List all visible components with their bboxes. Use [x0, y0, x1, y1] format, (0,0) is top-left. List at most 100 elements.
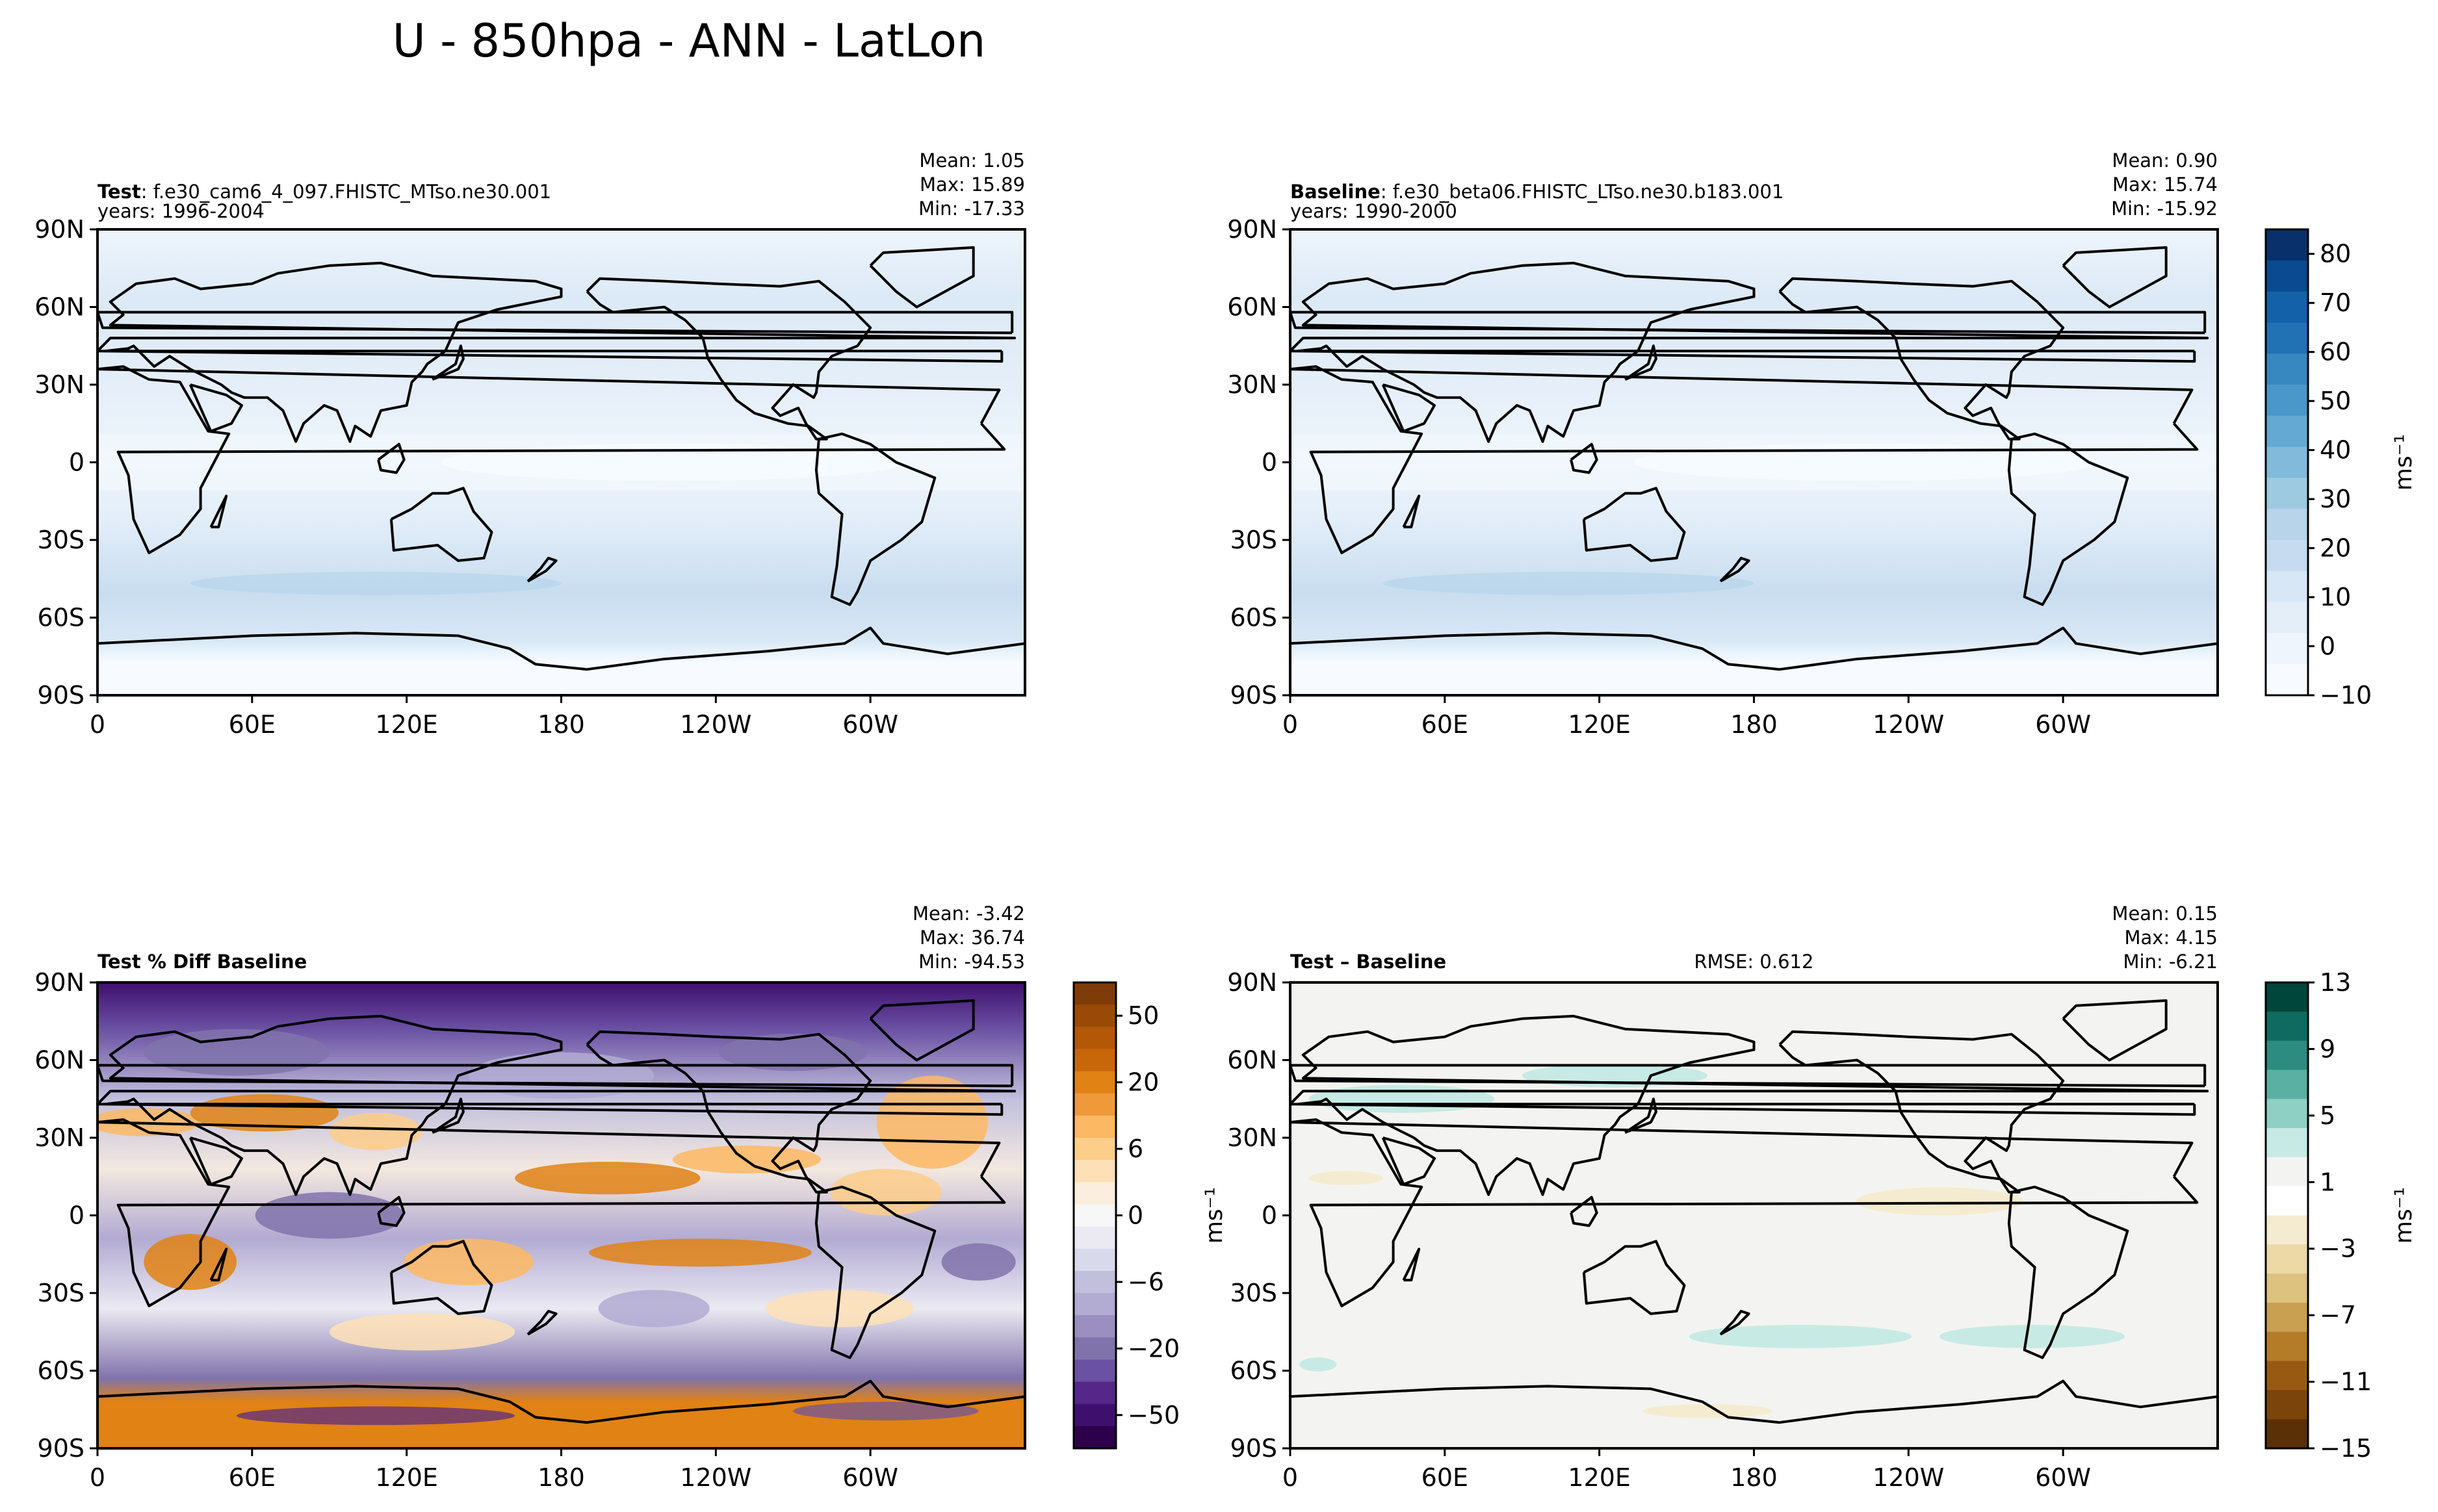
- colorbar-segment: [2266, 322, 2308, 354]
- field-fill: [1290, 982, 2218, 1448]
- coastline: [1290, 365, 2199, 554]
- lon-tick-label: 60W: [842, 1463, 898, 1492]
- lon-tick-label: 120W: [680, 1463, 751, 1492]
- colorbar-segment: [1074, 1071, 1116, 1094]
- lon-tick-label: 180: [538, 1463, 585, 1492]
- panel-stat: Max: 4.15: [2124, 927, 2218, 949]
- lon-tick-label: 0: [90, 710, 105, 739]
- colorbar-segment: [2266, 229, 2308, 261]
- colorbar-tick-label: 6: [1128, 1134, 1143, 1163]
- lat-tick-label: 60S: [38, 604, 84, 632]
- coastline: [1381, 383, 1436, 433]
- colorbar-segment: [1074, 1027, 1116, 1049]
- lat-tick-label: 60N: [1227, 293, 1277, 322]
- panel-stat: Mean: 0.15: [2112, 903, 2218, 925]
- colorbar-segment: [2266, 982, 2308, 1012]
- colorbar-tick-label: 70: [2320, 288, 2351, 317]
- lon-tick-label: 0: [1282, 1463, 1298, 1492]
- coastline: [188, 1136, 243, 1186]
- colorbar-tick-label: −11: [2320, 1368, 2372, 1396]
- colorbar-segment: [1074, 1204, 1116, 1227]
- lat-tick-label: 60N: [34, 293, 84, 322]
- lat-tick-label: 90N: [34, 968, 84, 997]
- coastline: [526, 1309, 558, 1336]
- coastline: [1290, 626, 2218, 671]
- colorbar-tick-label: 30: [2320, 485, 2351, 513]
- colorbar-segment: [1074, 1093, 1116, 1116]
- coastline: [1778, 277, 2065, 441]
- coastline: [1290, 1379, 2218, 1424]
- colorbar-unit-label: ms⁻¹: [2391, 1187, 2417, 1244]
- colorbar-segment: [2266, 1157, 2308, 1187]
- lon-tick-label: 60W: [842, 710, 898, 739]
- colorbar-tick-label: 5: [2320, 1101, 2335, 1130]
- colorbar-segment: [2266, 633, 2308, 665]
- panel-years: years: 1996-2004: [97, 200, 265, 222]
- colorbar-tick-label: 60: [2320, 338, 2351, 366]
- colorbar-tick-label: 80: [2320, 240, 2351, 268]
- coastline: [1570, 1196, 1598, 1227]
- coastline: [209, 1248, 228, 1282]
- colorbar-tick-label: −10: [2320, 681, 2372, 710]
- figure-title: U - 850hpa - ANN - LatLon: [392, 14, 986, 68]
- panel-years: years: 1990-2000: [1290, 200, 1457, 222]
- colorbar-segment: [2266, 1099, 2308, 1129]
- colorbar-segment: [2266, 570, 2308, 603]
- lon-tick-label: 60W: [2035, 710, 2091, 739]
- colorbar-segment: [1074, 1403, 1116, 1427]
- coastline: [1290, 261, 2209, 443]
- colorbar-segment: [2266, 415, 2308, 448]
- colorbar-segment: [1074, 1359, 1116, 1383]
- colorbar-tick-label: 20: [1128, 1068, 1159, 1097]
- colorbar-segment: [2266, 1070, 2308, 1099]
- coastline: [377, 1196, 406, 1227]
- coastline: [1402, 494, 1421, 529]
- coastline: [1402, 1248, 1421, 1282]
- coastline: [2062, 999, 2168, 1062]
- colorbar-segment: [2266, 291, 2308, 323]
- lon-tick-label: 120W: [1873, 710, 1944, 739]
- lat-tick-label: 90S: [38, 1434, 84, 1463]
- lat-tick-label: 30N: [1227, 370, 1277, 399]
- panel-label: Test: f.e30_cam6_4_097.FHISTC_MTso.ne30.…: [97, 181, 551, 203]
- colorbar-segment: [1074, 1315, 1116, 1338]
- colorbar-segment: [2266, 1390, 2308, 1420]
- colorbar-segment: [2266, 1331, 2308, 1362]
- colorbar-tick-label: 50: [1128, 1001, 1159, 1030]
- colorbar-tick-label: 0: [1128, 1201, 1143, 1230]
- coastline: [1624, 1097, 1657, 1134]
- colorbar-tick-label: 50: [2320, 387, 2351, 415]
- coastline: [97, 1379, 1025, 1424]
- coastline: [2007, 1185, 2129, 1359]
- lat-tick-label: 90S: [1230, 681, 1277, 710]
- lon-tick-label: 180: [538, 710, 585, 739]
- colorbar-segment: [2266, 385, 2308, 416]
- coastline: [1290, 311, 2207, 335]
- colorbar-segment: [2266, 1040, 2308, 1070]
- colorbar-tick-label: −15: [2320, 1434, 2372, 1463]
- coastline: [97, 1118, 1006, 1307]
- coastline: [432, 344, 465, 381]
- lon-tick-label: 0: [90, 1463, 105, 1492]
- coastline: [97, 261, 1017, 443]
- colorbar-segment: [1074, 1248, 1116, 1272]
- colorbar-segment: [1074, 1160, 1116, 1183]
- colorbar-segment: [2266, 602, 2308, 634]
- coastline: [97, 1014, 1017, 1196]
- lat-tick-label: 30N: [1227, 1123, 1277, 1152]
- lon-tick-label: 120E: [1568, 1463, 1631, 1492]
- coastline: [209, 494, 228, 529]
- colorbar-segment: [1074, 1426, 1116, 1449]
- colorbar-segment: [1074, 1293, 1116, 1316]
- colorbar-segment: [2266, 260, 2308, 292]
- colorbar-tick-label: 20: [2320, 534, 2351, 563]
- panel-rmse: RMSE: 0.612: [1694, 951, 1814, 973]
- colorbar-tick-label: 10: [2320, 583, 2351, 611]
- lon-tick-label: 60W: [2035, 1463, 2091, 1492]
- coastline: [1624, 344, 1657, 381]
- colorbar-segment: [2266, 664, 2308, 696]
- panel-stat: Min: -94.53: [918, 951, 1025, 973]
